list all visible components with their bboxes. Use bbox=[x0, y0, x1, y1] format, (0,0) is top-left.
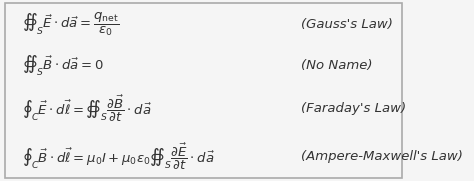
Text: $\oint_C \vec{E} \cdot d\vec{\ell} = \oiint_S \dfrac{\partial \vec{B}}{\partial : $\oint_C \vec{E} \cdot d\vec{\ell} = \oi… bbox=[22, 93, 152, 124]
Text: (Gauss's Law): (Gauss's Law) bbox=[301, 18, 393, 31]
Text: $\oiint_S \vec{B} \cdot d\vec{a} = 0$: $\oiint_S \vec{B} \cdot d\vec{a} = 0$ bbox=[22, 53, 103, 78]
Text: (No Name): (No Name) bbox=[301, 59, 373, 72]
Text: $\oint_C \vec{B} \cdot d\vec{\ell} = \mu_0 I + \mu_0 \varepsilon_0 \oiint_S \dfr: $\oint_C \vec{B} \cdot d\vec{\ell} = \mu… bbox=[22, 141, 215, 172]
Text: (Faraday's Law): (Faraday's Law) bbox=[301, 102, 406, 115]
FancyBboxPatch shape bbox=[5, 3, 402, 178]
Text: (Ampere-Maxwell's Law): (Ampere-Maxwell's Law) bbox=[301, 150, 463, 163]
Text: $\oiint_S \vec{E} \cdot d\vec{a} = \dfrac{q_{\mathrm{net}}}{\varepsilon_0}$: $\oiint_S \vec{E} \cdot d\vec{a} = \dfra… bbox=[22, 11, 119, 38]
